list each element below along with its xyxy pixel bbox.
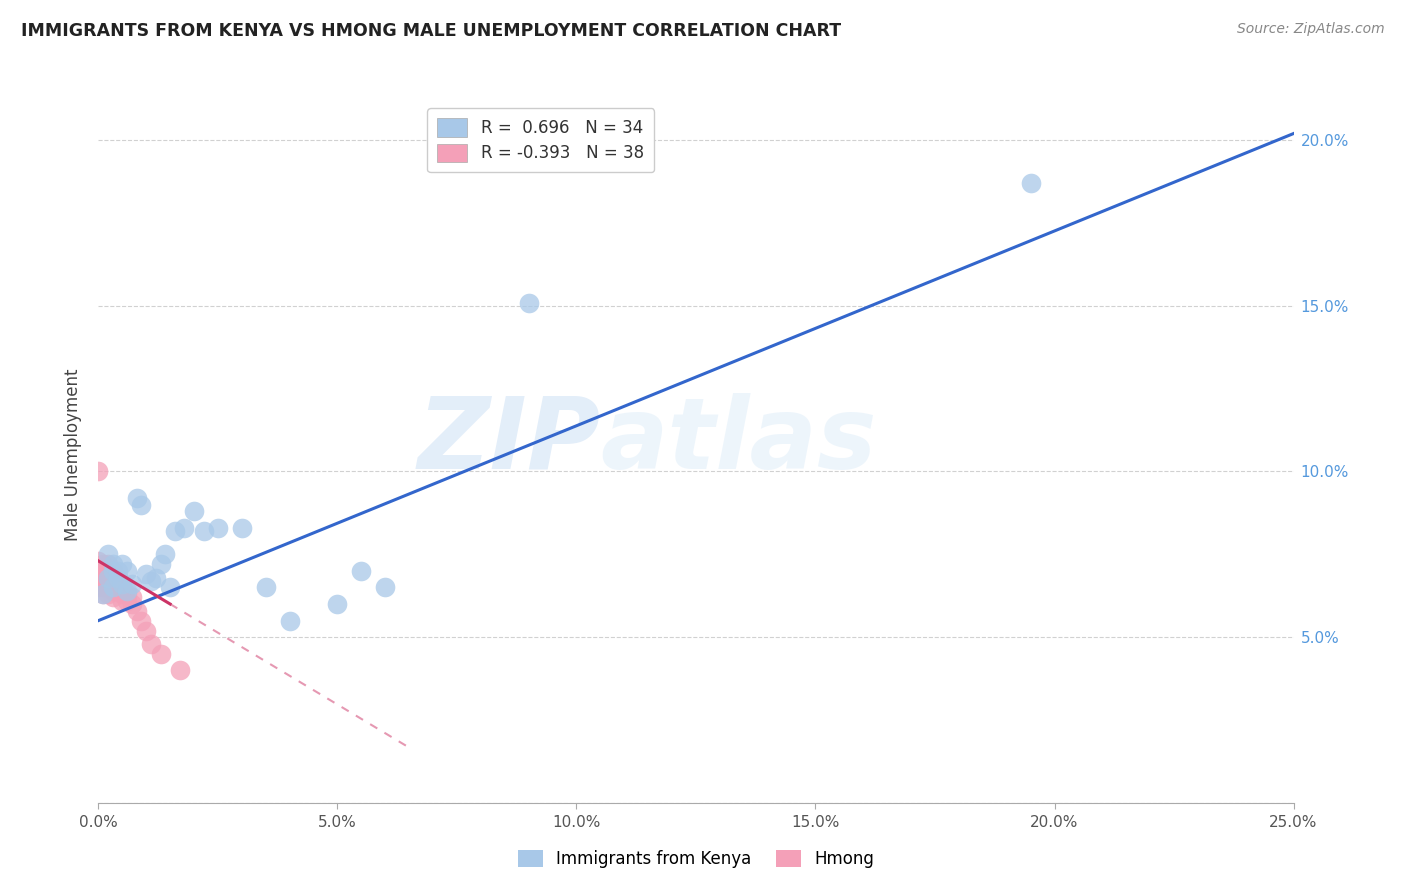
Point bbox=[97, 587, 120, 601]
Point bbox=[87, 554, 110, 568]
Point bbox=[163, 524, 186, 538]
Point bbox=[107, 583, 129, 598]
Point bbox=[111, 577, 134, 591]
Point bbox=[115, 583, 138, 598]
Point bbox=[101, 577, 124, 591]
Point bbox=[139, 574, 162, 588]
Point bbox=[1019, 176, 1042, 190]
Point bbox=[97, 570, 120, 584]
Point bbox=[374, 581, 396, 595]
Point bbox=[145, 570, 167, 584]
Point bbox=[97, 570, 120, 584]
Point bbox=[87, 581, 110, 595]
Point bbox=[149, 558, 172, 572]
Text: IMMIGRANTS FROM KENYA VS HMONG MALE UNEMPLOYMENT CORRELATION CHART: IMMIGRANTS FROM KENYA VS HMONG MALE UNEM… bbox=[21, 22, 841, 40]
Point bbox=[139, 637, 162, 651]
Point bbox=[107, 577, 129, 591]
Point bbox=[91, 587, 114, 601]
Point bbox=[125, 491, 148, 505]
Point bbox=[254, 581, 277, 595]
Point bbox=[87, 570, 110, 584]
Point bbox=[97, 564, 120, 578]
Point bbox=[517, 295, 540, 310]
Point bbox=[87, 465, 110, 479]
Point bbox=[91, 577, 114, 591]
Point bbox=[135, 567, 157, 582]
Legend: Immigrants from Kenya, Hmong: Immigrants from Kenya, Hmong bbox=[510, 843, 882, 874]
Point bbox=[159, 581, 181, 595]
Point bbox=[115, 587, 138, 601]
Y-axis label: Male Unemployment: Male Unemployment bbox=[65, 368, 83, 541]
Point bbox=[91, 587, 114, 601]
Point bbox=[101, 558, 124, 572]
Text: atlas: atlas bbox=[600, 392, 877, 490]
Point bbox=[101, 570, 124, 584]
Point bbox=[101, 564, 124, 578]
Point bbox=[91, 564, 114, 578]
Point bbox=[193, 524, 215, 538]
Point bbox=[131, 614, 153, 628]
Point bbox=[115, 593, 138, 607]
Point bbox=[207, 521, 229, 535]
Text: Source: ZipAtlas.com: Source: ZipAtlas.com bbox=[1237, 22, 1385, 37]
Point bbox=[97, 547, 120, 561]
Point bbox=[173, 521, 195, 535]
Point bbox=[97, 581, 120, 595]
Point bbox=[155, 547, 177, 561]
Point bbox=[326, 597, 349, 611]
Point bbox=[149, 647, 172, 661]
Point bbox=[91, 570, 114, 584]
Point bbox=[107, 570, 129, 584]
Point bbox=[169, 663, 191, 677]
Point bbox=[97, 577, 120, 591]
Point bbox=[97, 558, 120, 572]
Point bbox=[231, 521, 253, 535]
Point bbox=[111, 593, 134, 607]
Point bbox=[135, 624, 157, 638]
Point bbox=[121, 577, 143, 591]
Point bbox=[87, 564, 110, 578]
Point bbox=[350, 564, 373, 578]
Point bbox=[183, 504, 205, 518]
Point bbox=[111, 587, 134, 601]
Point bbox=[101, 564, 124, 578]
Point bbox=[121, 597, 143, 611]
Text: ZIP: ZIP bbox=[418, 392, 600, 490]
Point bbox=[91, 558, 114, 572]
Point bbox=[91, 581, 114, 595]
Point bbox=[111, 558, 134, 572]
Point bbox=[115, 564, 138, 578]
Point bbox=[121, 591, 143, 605]
Point bbox=[131, 498, 153, 512]
Point bbox=[107, 564, 129, 578]
Point bbox=[111, 581, 134, 595]
Point bbox=[101, 591, 124, 605]
Point bbox=[101, 581, 124, 595]
Point bbox=[101, 583, 124, 598]
Point bbox=[278, 614, 301, 628]
Point bbox=[107, 570, 129, 584]
Point bbox=[125, 604, 148, 618]
